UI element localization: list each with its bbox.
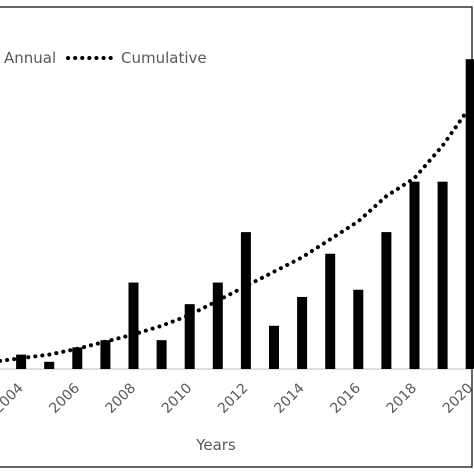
x-tick-label-2020: 2020	[440, 380, 474, 417]
legend-cumulative-label: Cumulative	[121, 49, 207, 67]
bar-2009	[156, 340, 167, 369]
bar-2010	[184, 304, 195, 369]
x-tick-label-2016: 2016	[327, 380, 364, 417]
x-tick-label-2006: 2006	[46, 380, 83, 417]
bar-2004	[16, 354, 27, 369]
x-tick-label-2014: 2014	[271, 380, 308, 417]
bar-2019	[437, 181, 448, 369]
cumulative-line	[0, 104, 473, 363]
bar-2005	[44, 361, 55, 369]
bar-2020	[465, 59, 474, 370]
x-tick-label-2008: 2008	[103, 380, 140, 417]
bar-2012	[240, 232, 251, 369]
bar-2015	[325, 253, 336, 369]
bar-2018	[409, 181, 420, 369]
legend: Annual Cumulative	[4, 49, 207, 67]
x-tick-label-2004: 2004	[0, 380, 27, 417]
bar-2014	[297, 296, 308, 369]
annual-bars	[16, 59, 474, 370]
bar-2007	[100, 340, 111, 369]
bar-2016	[353, 289, 364, 369]
x-tick-label-2012: 2012	[215, 380, 252, 417]
x-tick-labels: 2004 2006 2008 2010 2012 2014 2016 2018 2020	[0, 380, 474, 417]
x-axis-title: Years	[195, 436, 236, 454]
x-tick-label-2018: 2018	[384, 380, 421, 417]
legend-annual-label: Annual	[4, 49, 56, 67]
x-tick-label-2010: 2010	[159, 380, 196, 417]
bar-2006	[72, 347, 83, 369]
bar-2017	[381, 232, 392, 369]
bar-2011	[212, 282, 223, 369]
bar-2008	[128, 282, 139, 369]
bar-2013	[269, 325, 279, 369]
